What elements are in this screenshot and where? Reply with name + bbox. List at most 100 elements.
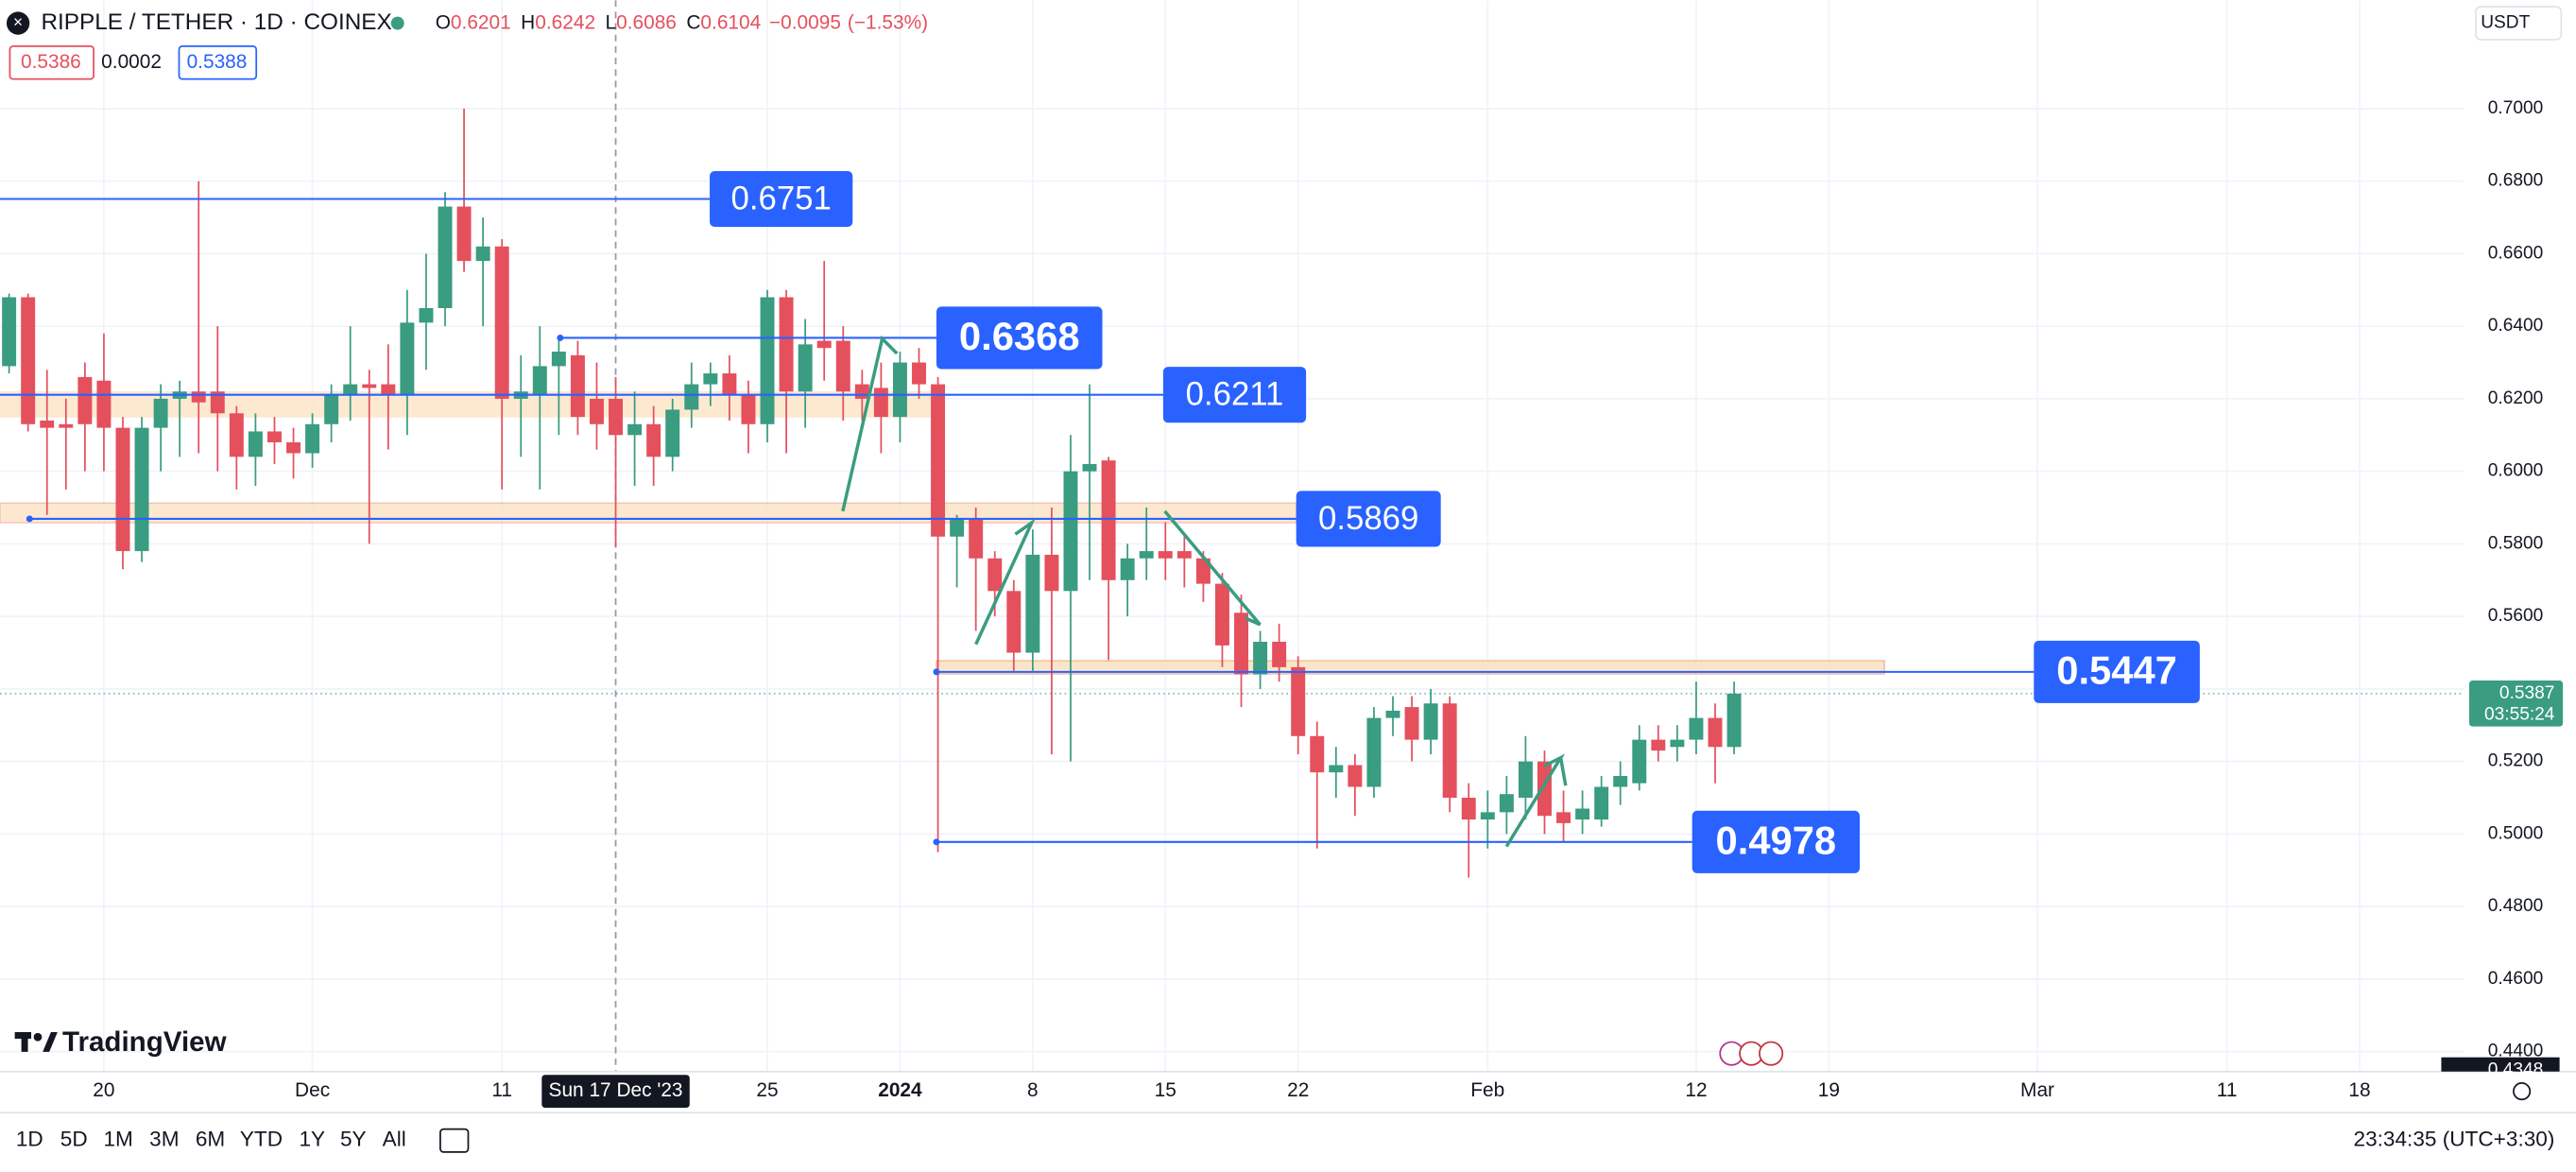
candle-body bbox=[475, 246, 490, 262]
arrow bbox=[1163, 509, 1262, 627]
candle-body bbox=[892, 362, 907, 418]
range-button[interactable]: 5D bbox=[60, 1128, 88, 1151]
candle-body bbox=[609, 398, 624, 436]
x-tick-label: 2024 bbox=[878, 1079, 922, 1101]
ask: 0.5388 bbox=[187, 51, 248, 73]
candle-body bbox=[1613, 775, 1628, 787]
arrow bbox=[841, 335, 899, 512]
close-icon[interactable] bbox=[6, 11, 30, 35]
y-tick-label: 0.6000 bbox=[2488, 461, 2543, 481]
last-price-tag bbox=[2468, 680, 2564, 727]
status-dot bbox=[390, 16, 404, 30]
candle-body bbox=[835, 340, 850, 392]
bid: 0.5386 bbox=[21, 51, 81, 73]
candle-body bbox=[987, 558, 1003, 592]
candle-body bbox=[96, 380, 112, 428]
countdown: 03:55:24 bbox=[2484, 705, 2555, 725]
candle-body bbox=[248, 431, 263, 457]
candle-body bbox=[1366, 717, 1382, 787]
crosshair-price: 0.4348 bbox=[2488, 1060, 2543, 1080]
level-anchor bbox=[933, 838, 940, 846]
candle-body bbox=[21, 297, 36, 424]
brand: TradingView bbox=[62, 1026, 228, 1058]
candle-body bbox=[1404, 707, 1419, 740]
candle-body bbox=[1499, 794, 1514, 813]
candle-body bbox=[1442, 703, 1457, 799]
candle-body bbox=[305, 423, 320, 454]
level-label: 0.5447 bbox=[2056, 648, 2177, 693]
y-tick-label: 0.5600 bbox=[2488, 606, 2543, 626]
candle-body bbox=[343, 384, 358, 396]
settings-icon[interactable] bbox=[2513, 1082, 2532, 1101]
ohlc-value: 0.6201 bbox=[451, 11, 511, 33]
candle-body bbox=[266, 431, 282, 442]
x-tick-label: Mar bbox=[2020, 1079, 2054, 1101]
candle-body bbox=[741, 395, 756, 424]
arrow bbox=[1504, 753, 1566, 848]
candle-body bbox=[1480, 812, 1495, 820]
candle-body bbox=[1651, 739, 1666, 751]
candle-body bbox=[1044, 554, 1059, 592]
arrow bbox=[974, 517, 1037, 646]
change: −0.0095 bbox=[769, 11, 841, 33]
y-tick-label: 0.5200 bbox=[2488, 751, 2543, 771]
toolbar: 1D 5D 1M 3M 6M YTD 1Y 5Y All bbox=[16, 1128, 406, 1151]
candle-body bbox=[1176, 551, 1192, 559]
y-tick-label: 0.4800 bbox=[2488, 896, 2543, 916]
trend-drawings bbox=[841, 335, 1568, 848]
level-anchor bbox=[26, 515, 33, 523]
candle-body bbox=[324, 395, 339, 424]
spread: 0.0002 bbox=[101, 51, 162, 73]
bid-box[interactable] bbox=[9, 45, 94, 80]
candles bbox=[2, 108, 1742, 878]
range-button[interactable]: 1D bbox=[16, 1128, 43, 1151]
range-button[interactable]: 1M bbox=[103, 1128, 132, 1151]
level-box[interactable] bbox=[1692, 810, 1861, 873]
x-tick-label: Dec bbox=[295, 1079, 330, 1101]
level-box[interactable] bbox=[1296, 491, 1441, 547]
event-icon[interactable] bbox=[1759, 1041, 1784, 1066]
y-tick-label: 0.6200 bbox=[2488, 388, 2543, 408]
level-label: 0.6751 bbox=[730, 181, 831, 216]
candle-body bbox=[760, 297, 775, 424]
level-box[interactable] bbox=[2034, 640, 2200, 703]
level-box[interactable] bbox=[1162, 367, 1307, 423]
level-anchor bbox=[557, 334, 564, 341]
candle-body bbox=[703, 373, 718, 385]
candle-body bbox=[1329, 765, 1344, 773]
candle-body bbox=[77, 376, 93, 424]
grid bbox=[0, 0, 2464, 1072]
clock: 23:34:35 (UTC+3:30) bbox=[2354, 1128, 2555, 1151]
range-button[interactable]: 5Y bbox=[340, 1128, 367, 1151]
ohlc-value: 0.6242 bbox=[535, 11, 595, 33]
ask-box[interactable] bbox=[178, 45, 258, 80]
candle-body bbox=[779, 297, 794, 392]
ohlc-key: H bbox=[521, 11, 535, 33]
level-box[interactable] bbox=[710, 170, 853, 228]
candle-body bbox=[1518, 761, 1533, 799]
candle-body bbox=[362, 384, 377, 388]
candle-body bbox=[665, 409, 680, 457]
y-tick-label: 0.5000 bbox=[2488, 823, 2543, 843]
range-button[interactable]: All bbox=[383, 1128, 406, 1151]
ohlc-key: O bbox=[436, 11, 451, 33]
range-button[interactable]: 1Y bbox=[299, 1128, 325, 1151]
range-button[interactable]: 3M bbox=[149, 1128, 179, 1151]
range-button[interactable]: YTD bbox=[240, 1128, 283, 1151]
candle-body bbox=[931, 384, 946, 537]
level-box[interactable] bbox=[936, 306, 1103, 370]
currency-button[interactable] bbox=[2475, 6, 2563, 41]
candle-body bbox=[684, 384, 699, 410]
candle-body bbox=[400, 322, 415, 396]
arrow bbox=[1558, 757, 1568, 786]
calendar-icon[interactable] bbox=[439, 1128, 470, 1153]
candle-body bbox=[1291, 666, 1306, 736]
crosshair-price-tag bbox=[2441, 1057, 2560, 1072]
logo-shape bbox=[21, 1032, 28, 1052]
level-anchor bbox=[933, 668, 940, 676]
range-button[interactable]: 6M bbox=[196, 1128, 225, 1151]
candle-body bbox=[816, 340, 832, 349]
candle-body bbox=[798, 344, 813, 392]
